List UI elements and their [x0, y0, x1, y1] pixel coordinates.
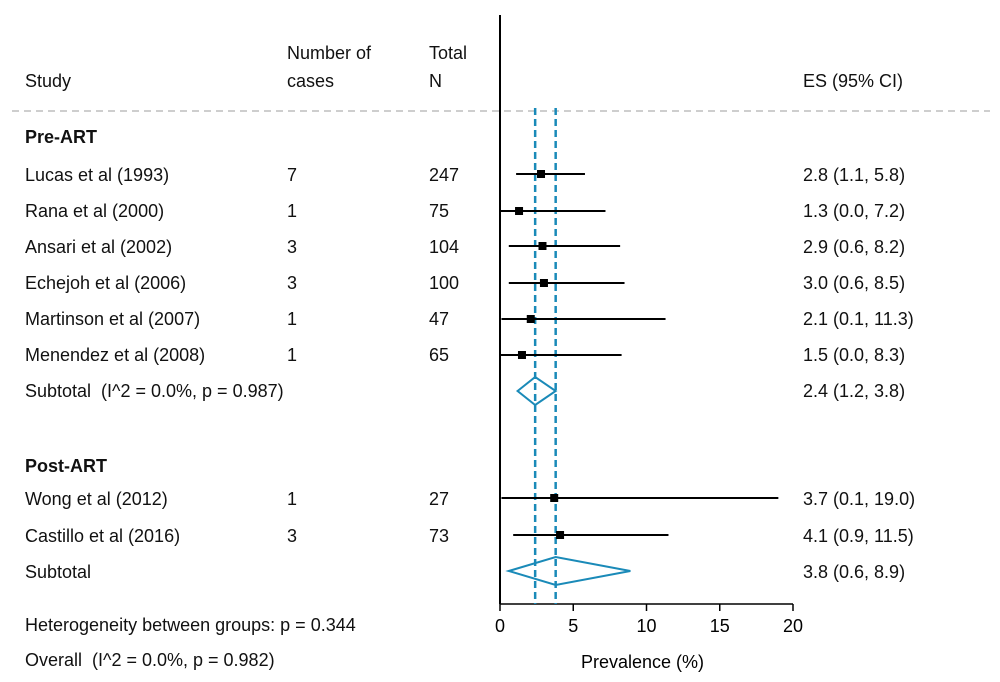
total-column-header-line2: N: [429, 71, 442, 91]
subtotal-label-pre-art: Subtotal (I^2 = 0.0%, p = 0.987): [25, 381, 284, 401]
subtotal-diamond: [505, 555, 631, 587]
total-column-header-line1: Total: [429, 43, 468, 63]
subtotal-label-post-art: Subtotal: [25, 562, 92, 582]
study-name: Martinson et al (2007): [25, 309, 201, 329]
point-estimate: [515, 207, 524, 215]
x-tick-label: 0: [495, 616, 505, 636]
x-tick-label: 5: [568, 616, 578, 636]
study-total-n: 47: [429, 309, 450, 329]
cases-column-header-line2: cases: [287, 71, 335, 91]
study-es: 1.5 (0.0, 8.3): [803, 345, 906, 365]
x-tick-label: 15: [710, 616, 730, 636]
x-axis-label: Prevalence (%): [581, 652, 704, 672]
study-es: 3.0 (0.6, 8.5): [803, 273, 906, 293]
study-es: 2.8 (1.1, 5.8): [803, 165, 906, 185]
study-name: Menendez et al (2008): [25, 345, 206, 365]
point-estimate: [537, 170, 546, 178]
study-cases: 1: [287, 489, 298, 509]
point-estimate: [550, 494, 559, 502]
point-estimate: [538, 242, 547, 250]
point-estimate: [526, 315, 535, 323]
group-label-post-art: Post-ART: [25, 456, 107, 476]
study-total-n: 100: [429, 273, 460, 293]
subtotal-es-pre-art: 2.4 (1.2, 3.8): [803, 381, 906, 401]
group-label-pre-art: Pre-ART: [25, 127, 98, 147]
study-name: Wong et al (2012): [25, 489, 168, 509]
heterogeneity-text: Heterogeneity between groups: p = 0.344: [25, 615, 356, 635]
study-total-n: 247: [429, 165, 460, 185]
study-cases: 1: [287, 345, 298, 365]
subtotal-es-post-art: 3.8 (0.6, 8.9): [803, 562, 906, 582]
study-name: Rana et al (2000): [25, 201, 165, 221]
x-tick-label: 20: [783, 616, 803, 636]
study-es: 1.3 (0.0, 7.2): [803, 201, 906, 221]
study-cases: 1: [287, 201, 298, 221]
study-name: Ansari et al (2002): [25, 237, 173, 257]
study-cases: 3: [287, 273, 298, 293]
study-total-n: 27: [429, 489, 450, 509]
study-total-n: 73: [429, 526, 450, 546]
study-total-n: 65: [429, 345, 450, 365]
study-name: Castillo et al (2016): [25, 526, 181, 546]
study-cases: 1: [287, 309, 298, 329]
point-estimate: [517, 351, 526, 359]
subtotal-diamond: [515, 375, 558, 407]
study-cases: 3: [287, 526, 298, 546]
es-column-header: ES (95% CI): [803, 71, 904, 91]
study-es: 2.9 (0.6, 8.2): [803, 237, 906, 257]
point-estimate: [556, 531, 565, 539]
x-tick-label: 10: [636, 616, 656, 636]
study-name: Echejoh et al (2006): [25, 273, 187, 293]
study-cases: 3: [287, 237, 298, 257]
point-estimate: [539, 279, 548, 287]
study-name: Lucas et al (1993): [25, 165, 170, 185]
cases-column-header-line1: Number of: [287, 43, 372, 63]
study-column-header: Study: [25, 71, 72, 91]
study-total-n: 104: [429, 237, 460, 257]
overall-text: Overall (I^2 = 0.0%, p = 0.982): [25, 650, 275, 670]
study-total-n: 75: [429, 201, 450, 221]
study-es: 4.1 (0.9, 11.5): [803, 526, 914, 546]
study-cases: 7: [287, 165, 298, 185]
study-es: 2.1 (0.1, 11.3): [803, 309, 914, 329]
study-es: 3.7 (0.1, 19.0): [803, 489, 916, 509]
